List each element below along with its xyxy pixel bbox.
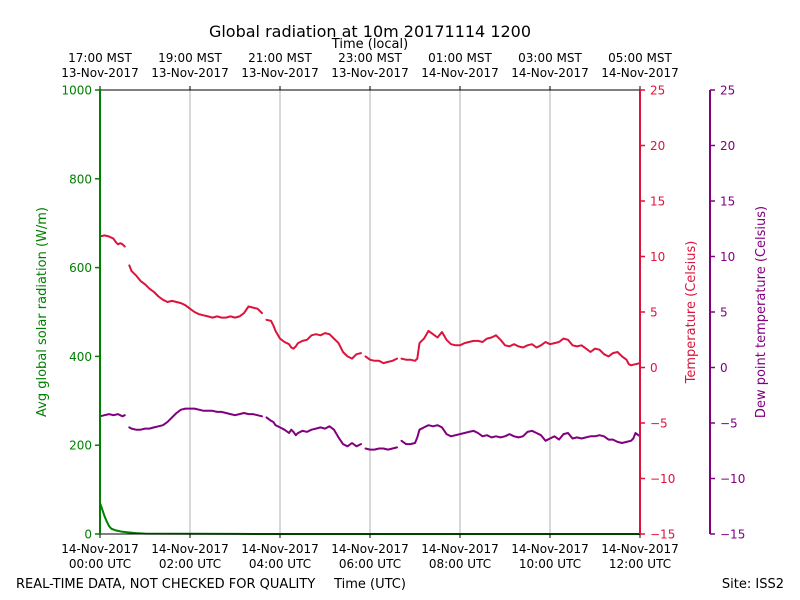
x-tick-label-local-date: 13-Nov-2017: [151, 66, 229, 80]
x-tick-label-local-time: 03:00 MST: [518, 51, 582, 65]
series-line-dewpoint: [99, 413, 126, 418]
x-axis-label: Time (UTC): [333, 577, 406, 592]
series-line-dewpoint: [265, 416, 362, 448]
x-tick-label-utc-time: 10:00 UTC: [519, 557, 581, 571]
x-tick-label-utc-date: 14-Nov-2017: [241, 542, 319, 556]
series-line-dewpoint: [364, 446, 398, 451]
radiation-axis-label: Avg global solar radiation (W/m): [35, 207, 50, 417]
x-tick-label-local-time: 17:00 MST: [68, 51, 132, 65]
temperature-tick-label: 20: [650, 139, 665, 153]
temperature-tick-label: −5: [650, 417, 668, 431]
x-tick-label-utc-date: 14-Nov-2017: [151, 542, 229, 556]
radiation-tick-label: 600: [69, 261, 92, 275]
x-tick-label-utc-time: 00:00 UTC: [69, 557, 131, 571]
dewpoint-axis-label: Dew point temperature (Celsius): [754, 206, 769, 418]
x-tick-label-local-time: 19:00 MST: [158, 51, 222, 65]
x-tick-label-utc-date: 14-Nov-2017: [421, 542, 499, 556]
x-tick-label-local-date: 13-Nov-2017: [241, 66, 319, 80]
temperature-tick-label: 10: [650, 250, 665, 264]
series-line-dewpoint: [400, 424, 641, 446]
x-tick-label-utc-time: 12:00 UTC: [609, 557, 671, 571]
x-tick-label-local-time: 05:00 MST: [608, 51, 672, 65]
dewpoint-tick-label: 15: [720, 195, 735, 209]
dewpoint-tick-label: 25: [720, 84, 735, 98]
x-tick-label-local-date: 13-Nov-2017: [331, 66, 409, 80]
x-tick-label-local-time: 23:00 MST: [338, 51, 402, 65]
series-line-temperature: [364, 355, 398, 365]
x-tick-label-local-date: 14-Nov-2017: [511, 66, 589, 80]
x-tick-label-utc-time: 06:00 UTC: [339, 557, 401, 571]
x-tick-label-local-date: 14-Nov-2017: [421, 66, 499, 80]
x-tick-label-local-time: 01:00 MST: [428, 51, 492, 65]
temperature-axis-label: Temperature (Celsius): [684, 241, 699, 385]
temperature-tick-label: 5: [650, 306, 658, 320]
radiation-tick-label: 400: [69, 350, 92, 364]
radiation-tick-label: 800: [69, 172, 92, 186]
dewpoint-tick-label: 5: [720, 306, 728, 320]
x-gridlines: [189, 90, 551, 534]
radiation-tick-label: 0: [84, 528, 92, 542]
series-line-temperature: [128, 264, 263, 319]
x-tick-label-local-time: 21:00 MST: [248, 51, 312, 65]
x-tick-label-local-date: 14-Nov-2017: [601, 66, 679, 80]
footer-quality-note: REAL-TIME DATA, NOT CHECKED FOR QUALITY: [16, 577, 315, 592]
temperature-tick-label: 25: [650, 84, 665, 98]
radiation-tick-label: 200: [69, 439, 92, 453]
chart-title: Global radiation at 10m 20171114 1200: [209, 22, 531, 41]
dewpoint-tick-label: −5: [720, 417, 738, 431]
dewpoint-tick-label: 0: [720, 361, 728, 375]
temperature-tick-label: 15: [650, 195, 665, 209]
top-axis-label: Time (local): [331, 37, 408, 52]
series-line-temperature: [400, 329, 641, 367]
dewpoint-tick-label: −10: [720, 472, 745, 486]
x-tick-label-local-date: 13-Nov-2017: [61, 66, 139, 80]
x-tick-label-utc-date: 14-Nov-2017: [61, 542, 139, 556]
temperature-tick-label: 0: [650, 361, 658, 375]
dewpoint-tick-label: 10: [720, 250, 735, 264]
temperature-tick-label: −15: [650, 528, 675, 542]
dewpoint-tick-label: 20: [720, 139, 735, 153]
x-tick-label-utc-date: 14-Nov-2017: [331, 542, 409, 556]
series-line-dewpoint: [128, 407, 263, 431]
temperature-tick-label: −10: [650, 472, 675, 486]
radiation-tick-label: 1000: [61, 84, 92, 98]
x-tick-label-utc-time: 08:00 UTC: [429, 557, 491, 571]
series-line-temperature: [99, 234, 126, 248]
series-line-temperature: [265, 318, 362, 360]
x-tick-label-utc-time: 04:00 UTC: [249, 557, 311, 571]
dewpoint-tick-label: −15: [720, 528, 745, 542]
data-series: [99, 234, 641, 535]
footer-site-label: Site: ISS2: [722, 577, 784, 592]
x-tick-label-utc-date: 14-Nov-2017: [601, 542, 679, 556]
x-tick-label-utc-time: 02:00 UTC: [159, 557, 221, 571]
x-tick-label-utc-date: 14-Nov-2017: [511, 542, 589, 556]
